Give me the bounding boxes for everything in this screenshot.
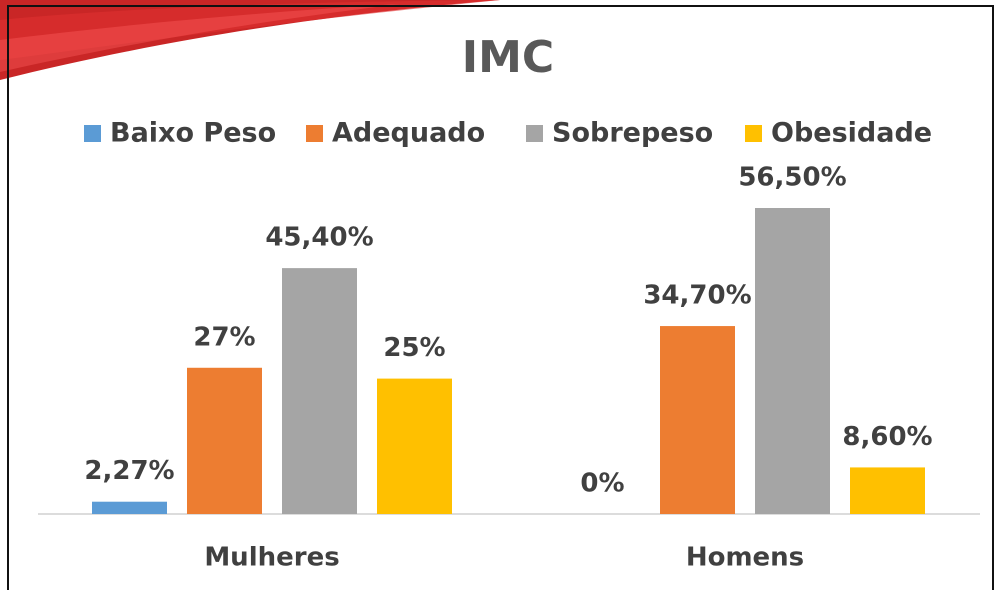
bar [660, 326, 735, 514]
legend-swatch [745, 125, 762, 142]
bar [850, 467, 925, 514]
bar [755, 208, 830, 514]
bar [377, 378, 452, 514]
legend-label: Obesidade [771, 118, 932, 149]
bar [92, 501, 167, 514]
chart-title: IMC [462, 32, 554, 83]
data-label: 34,70% [643, 281, 751, 311]
legend-swatch [84, 125, 101, 142]
data-label: 0% [580, 469, 624, 499]
bar [282, 268, 357, 514]
legend-label: Sobrepeso [552, 118, 713, 149]
data-label: 2,27% [84, 456, 174, 486]
x-tick-label: Mulheres [204, 543, 339, 573]
data-label: 25% [383, 333, 445, 363]
bar [187, 367, 262, 514]
legend-swatch [526, 125, 543, 142]
legend-swatch [306, 125, 323, 142]
x-tick-label: Homens [686, 543, 804, 573]
data-label: 45,40% [265, 223, 373, 253]
legend-label: Baixo Peso [110, 118, 276, 149]
data-label: 8,60% [842, 422, 932, 452]
data-label: 27% [193, 322, 255, 352]
data-label: 56,50% [738, 163, 846, 193]
legend-label: Adequado [332, 118, 485, 149]
